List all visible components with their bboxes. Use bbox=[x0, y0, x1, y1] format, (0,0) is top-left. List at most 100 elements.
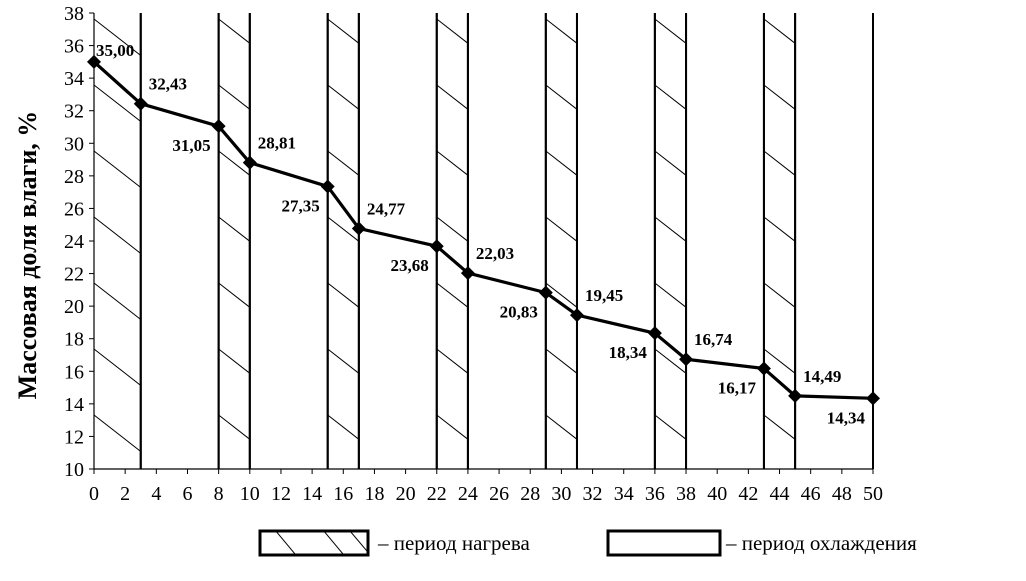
period-bands bbox=[94, 13, 874, 469]
data-point bbox=[788, 388, 803, 403]
y-axis-label: Массовая доля влаги, % bbox=[13, 111, 42, 400]
hatch-line bbox=[327, 216, 360, 242]
hatch-line bbox=[327, 150, 360, 176]
data-point bbox=[351, 221, 366, 236]
y-tick-label: 14 bbox=[64, 394, 84, 416]
data-point bbox=[647, 326, 662, 341]
hatch-line bbox=[436, 84, 469, 110]
x-tick-label: 40 bbox=[707, 483, 727, 505]
hatch-line bbox=[654, 348, 687, 374]
data-label: 16,74 bbox=[694, 330, 733, 349]
data-series bbox=[87, 54, 880, 406]
x-tick-label: 34 bbox=[614, 483, 634, 505]
y-tick-label: 24 bbox=[64, 231, 84, 253]
data-label: 24,77 bbox=[367, 199, 406, 218]
hatch-line bbox=[545, 216, 578, 242]
hatch-line bbox=[545, 18, 578, 44]
x-tick-label: 12 bbox=[271, 483, 291, 505]
y-tick-label: 26 bbox=[64, 198, 84, 220]
x-tick-label: 48 bbox=[832, 483, 852, 505]
x-tick-label: 42 bbox=[738, 483, 758, 505]
y-tick-label: 18 bbox=[64, 329, 84, 351]
data-point bbox=[569, 308, 584, 323]
y-tick-label: 38 bbox=[64, 3, 84, 25]
data-label: 31,05 bbox=[172, 136, 210, 155]
x-tick-label: 8 bbox=[214, 483, 224, 505]
hatch-line bbox=[94, 84, 142, 122]
data-label: 32,43 bbox=[149, 75, 187, 94]
hatch-line bbox=[218, 84, 251, 110]
x-tick-label: 18 bbox=[364, 483, 384, 505]
hatch-line bbox=[654, 414, 687, 440]
hatch-line bbox=[94, 414, 142, 452]
data-label: 20,83 bbox=[500, 303, 538, 322]
x-tick-label: 2 bbox=[120, 483, 130, 505]
y-tick-label: 22 bbox=[64, 264, 84, 286]
x-tick-label: 16 bbox=[333, 483, 353, 505]
legend: – период нагрева – период охлаждения bbox=[258, 529, 917, 557]
x-tick-label: 20 bbox=[396, 483, 416, 505]
data-point bbox=[429, 239, 444, 254]
legend-cooling-swatch bbox=[606, 529, 722, 557]
heating-band bbox=[219, 13, 250, 469]
hatch-line bbox=[545, 84, 578, 110]
hatch-line bbox=[94, 150, 142, 188]
hatch-line bbox=[545, 348, 578, 374]
hatch-line bbox=[218, 414, 251, 440]
y-tick-label: 16 bbox=[64, 361, 84, 383]
x-tick-label: 28 bbox=[520, 483, 540, 505]
hatch-line bbox=[436, 150, 469, 176]
hatch-line bbox=[654, 150, 687, 176]
x-tick-label: 10 bbox=[240, 483, 260, 505]
hatch-line bbox=[763, 348, 796, 374]
data-point bbox=[242, 155, 257, 170]
data-point bbox=[756, 361, 771, 376]
hatch-line bbox=[545, 282, 578, 308]
data-point bbox=[87, 54, 101, 69]
x-tick-label: 36 bbox=[645, 483, 665, 505]
y-tick-label: 32 bbox=[64, 101, 84, 123]
hatch-line bbox=[763, 18, 796, 44]
x-tick-label: 22 bbox=[427, 483, 447, 505]
x-tick-label: 26 bbox=[489, 483, 509, 505]
hatch-line bbox=[763, 150, 796, 176]
y-tick-label: 36 bbox=[64, 36, 84, 58]
x-tick-label: 4 bbox=[151, 483, 161, 505]
heating-band bbox=[764, 13, 795, 469]
data-label: 14,34 bbox=[827, 408, 866, 427]
hatch-line bbox=[763, 84, 796, 110]
hatch-line bbox=[218, 150, 251, 176]
hatch-line bbox=[94, 18, 142, 56]
data-point bbox=[538, 285, 553, 300]
y-tick-label: 30 bbox=[64, 133, 84, 155]
y-tick-label: 28 bbox=[64, 166, 84, 188]
y-tick-label: 12 bbox=[64, 426, 84, 448]
hatch-line bbox=[654, 18, 687, 44]
x-tick-label: 24 bbox=[458, 483, 478, 505]
x-tick-label: 50 bbox=[863, 483, 883, 505]
hatch-line bbox=[545, 150, 578, 176]
y-tick-label: 34 bbox=[64, 68, 84, 90]
hatch-line bbox=[436, 348, 469, 374]
data-labels: 35,00 32,43 31,05 28,81 27,35 24,77 23,68 22,03… bbox=[96, 41, 866, 427]
hatch-line bbox=[436, 282, 469, 308]
hatch-line bbox=[763, 216, 796, 242]
hatch-line bbox=[763, 282, 796, 308]
hatch-line bbox=[218, 282, 251, 308]
data-label: 28,81 bbox=[258, 134, 296, 153]
x-tick-label: 44 bbox=[770, 483, 790, 505]
legend-heating-hatch bbox=[275, 531, 368, 555]
data-point bbox=[211, 119, 226, 134]
y-tick-label: 10 bbox=[64, 459, 84, 481]
hatch-line bbox=[436, 18, 469, 44]
data-point bbox=[679, 352, 694, 367]
x-tick-label: 30 bbox=[551, 483, 571, 505]
data-label: 16,17 bbox=[718, 379, 757, 398]
hatch-line bbox=[654, 84, 687, 110]
x-tick-label: 0 bbox=[89, 483, 99, 505]
hatch-line bbox=[436, 216, 469, 242]
hatch-line bbox=[327, 414, 360, 440]
heating-band bbox=[546, 13, 577, 469]
